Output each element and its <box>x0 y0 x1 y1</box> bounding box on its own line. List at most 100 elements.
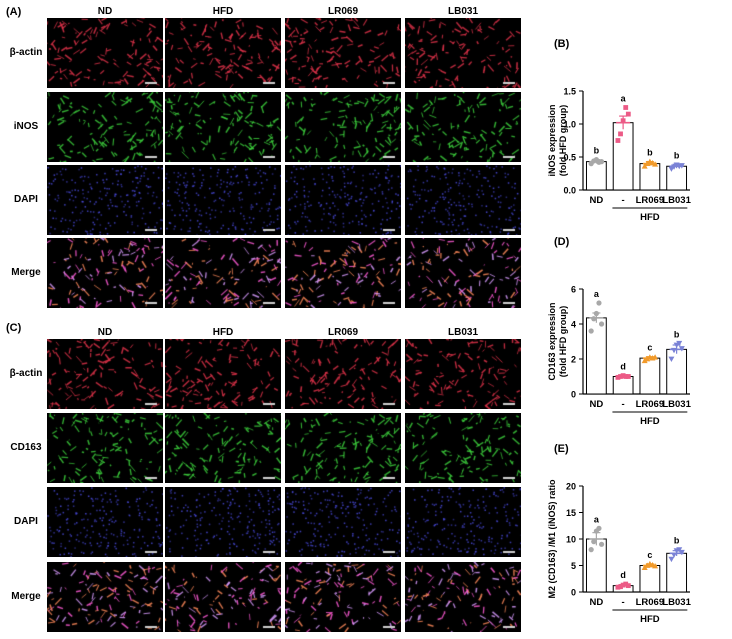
y-tick-label: 0.0 <box>563 186 576 196</box>
chart-group: (D) 0 2 4 6 CD163 expression (fold HFD group) a… <box>547 236 692 427</box>
micrograph-image <box>47 238 163 308</box>
row-label: DAPI <box>14 194 38 205</box>
data-point <box>591 539 597 545</box>
chart-panel-label: (B) <box>554 38 570 50</box>
bar <box>666 348 688 395</box>
y-tick-label: 5 <box>571 561 576 571</box>
bar <box>666 552 688 593</box>
data-point <box>598 541 605 547</box>
data-point <box>678 549 685 556</box>
data-point <box>668 556 675 563</box>
data-point <box>596 300 602 306</box>
x-tick-label: LR069 <box>636 195 665 206</box>
chart-panel-label: (E) <box>554 443 569 455</box>
micrograph-image <box>285 562 401 632</box>
micrograph-image <box>165 413 281 483</box>
y-axis-label: (fold HFD group) <box>558 306 568 377</box>
data-point <box>625 583 631 589</box>
data-point <box>671 552 678 558</box>
data-point <box>620 373 626 379</box>
column-label: HFD <box>212 327 234 338</box>
data-point <box>588 547 594 553</box>
micrograph-image <box>285 238 401 308</box>
micrograph-image <box>285 18 401 88</box>
x-tick-label: LB031 <box>662 399 691 410</box>
micrograph-image <box>405 487 521 557</box>
y-tick-label: 1.5 <box>563 87 576 97</box>
micrograph-image <box>165 18 281 88</box>
micrograph-image <box>47 562 163 632</box>
row-label: iNOS <box>13 121 39 132</box>
column-label: LB031 <box>447 6 478 17</box>
micrograph-image <box>47 487 163 557</box>
micrograph-image <box>285 92 401 162</box>
significance-letter: a <box>594 289 600 299</box>
chart-group: (E) 0 5 10 15 20 M2 (CD163) /M1 (iNOS) ratio a N… <box>547 443 692 625</box>
data-point <box>591 316 597 322</box>
data-point <box>598 321 605 327</box>
y-tick-label: 2 <box>571 355 576 365</box>
data-point <box>678 346 685 352</box>
micrograph-image <box>47 165 163 235</box>
data-point <box>593 310 599 317</box>
significance-letter: d <box>620 362 626 372</box>
micrograph-image <box>285 165 401 235</box>
chart-group: (B) 0.0 0.5 1.0 1.5 iNOS expression (fold HFD … <box>547 38 692 223</box>
data-point <box>668 356 675 362</box>
y-axis-label: CD163 expression <box>547 302 557 380</box>
micrograph-image <box>405 238 521 308</box>
y-tick-label: 6 <box>571 285 576 295</box>
data-point <box>671 347 678 354</box>
micrograph-image <box>165 562 281 632</box>
data-point <box>652 354 659 360</box>
bar <box>585 161 607 191</box>
row-label: Merge <box>11 267 41 278</box>
data-point <box>623 374 629 379</box>
x-tick-label: ND <box>590 597 604 608</box>
group-label: HFD <box>640 212 660 223</box>
x-tick-label: ND <box>590 195 604 206</box>
data-point <box>588 328 594 334</box>
micrograph-image <box>405 413 521 483</box>
micrograph-image <box>165 339 281 409</box>
y-axis-label: M2 (CD163) /M1 (iNOS) ratio <box>547 479 557 599</box>
data-point <box>618 374 623 379</box>
bar <box>639 357 661 395</box>
micrograph-image <box>47 92 163 162</box>
micrograph-image <box>165 92 281 162</box>
data-point <box>615 138 621 143</box>
x-tick-label: - <box>622 597 625 608</box>
data-point <box>641 357 648 364</box>
significance-letter: b <box>594 146 600 156</box>
significance-letter: a <box>594 514 600 524</box>
data-point <box>678 163 685 169</box>
data-point <box>652 563 659 569</box>
micrograph-image <box>165 487 281 557</box>
data-point <box>598 159 605 165</box>
y-tick-label: 0 <box>571 588 576 598</box>
x-tick-label: LR069 <box>636 399 665 410</box>
column-label: LR069 <box>327 6 358 17</box>
micrograph-image <box>47 18 163 88</box>
data-point <box>676 340 683 347</box>
data-point <box>625 374 631 379</box>
data-point <box>618 584 623 590</box>
y-tick-label: 0.5 <box>563 153 576 163</box>
group-label: HFD <box>640 614 660 625</box>
row-label: CD163 <box>10 442 42 453</box>
x-tick-label: - <box>622 195 625 206</box>
x-tick-label: LR069 <box>636 597 665 608</box>
significance-letter: b <box>647 148 653 158</box>
column-label: LB031 <box>447 327 478 338</box>
y-tick-label: 4 <box>571 320 576 330</box>
bar <box>585 538 607 593</box>
micrograph-image <box>165 165 281 235</box>
data-point <box>644 356 651 362</box>
data-point <box>618 131 623 137</box>
micrograph-image <box>285 487 401 557</box>
data-point <box>623 105 629 110</box>
micrograph-image <box>47 339 163 409</box>
y-tick-label: 10 <box>566 535 576 545</box>
x-tick-label: LB031 <box>662 597 691 608</box>
micrograph-image <box>47 413 163 483</box>
